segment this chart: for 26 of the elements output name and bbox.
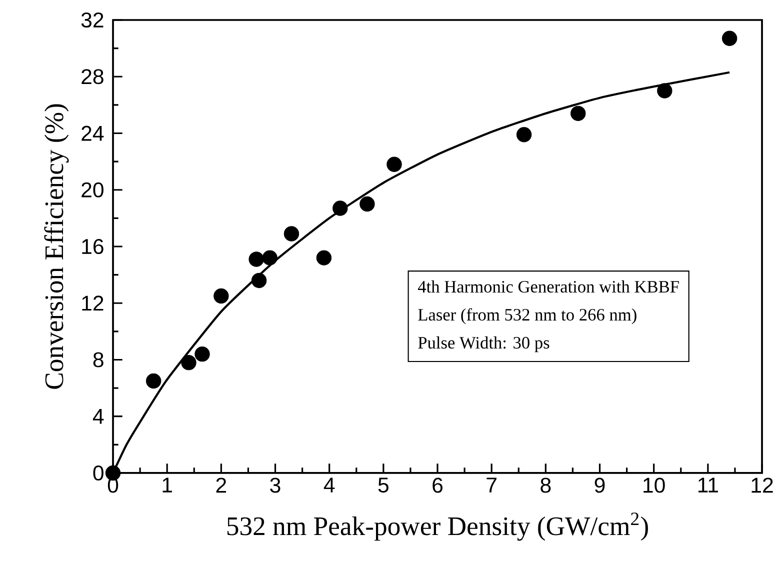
- y-tick-label: 20: [82, 182, 104, 198]
- annotation: 4th Harmonic Generation with KBBF: [418, 280, 679, 293]
- x-tick-label: 7: [486, 478, 496, 492]
- x-tick-label: 2: [216, 478, 226, 493]
- x-tick-label: 6: [432, 478, 442, 493]
- annotation: Laser (from 532 nm to 266 nm): [418, 308, 636, 324]
- x-tick-label: 5: [378, 478, 388, 493]
- x-tick-label: 11: [698, 478, 718, 492]
- x-tick-label: 1: [162, 478, 172, 492]
- annotation: Pulse Width: 30 ps: [418, 336, 550, 352]
- y-axis-title: Conversion Efficiency (%): [44, 104, 69, 389]
- x-tick-label: 10: [644, 478, 665, 493]
- y-tick-label: 4: [92, 409, 104, 424]
- y-tick-label: 32: [81, 12, 104, 28]
- y-tick-label: 28: [82, 69, 104, 84]
- x-axis-title: 532 nm Peak-power Density (GW/cm$^{2}$): [227, 512, 648, 541]
- y-tick-label: 12: [82, 296, 104, 311]
- y-tick-label: 16: [82, 238, 104, 254]
- y-tick-label: 0: [93, 465, 104, 481]
- y-tick-label: 8: [93, 352, 104, 368]
- y-tick-label: 24: [82, 126, 104, 141]
- x-tick-label: 4: [324, 478, 335, 492]
- x-tick-label: 12: [752, 478, 773, 493]
- x-tick-label: 9: [594, 478, 605, 493]
- x-tick-label: 3: [270, 478, 280, 493]
- x-tick-label: 8: [540, 478, 551, 493]
